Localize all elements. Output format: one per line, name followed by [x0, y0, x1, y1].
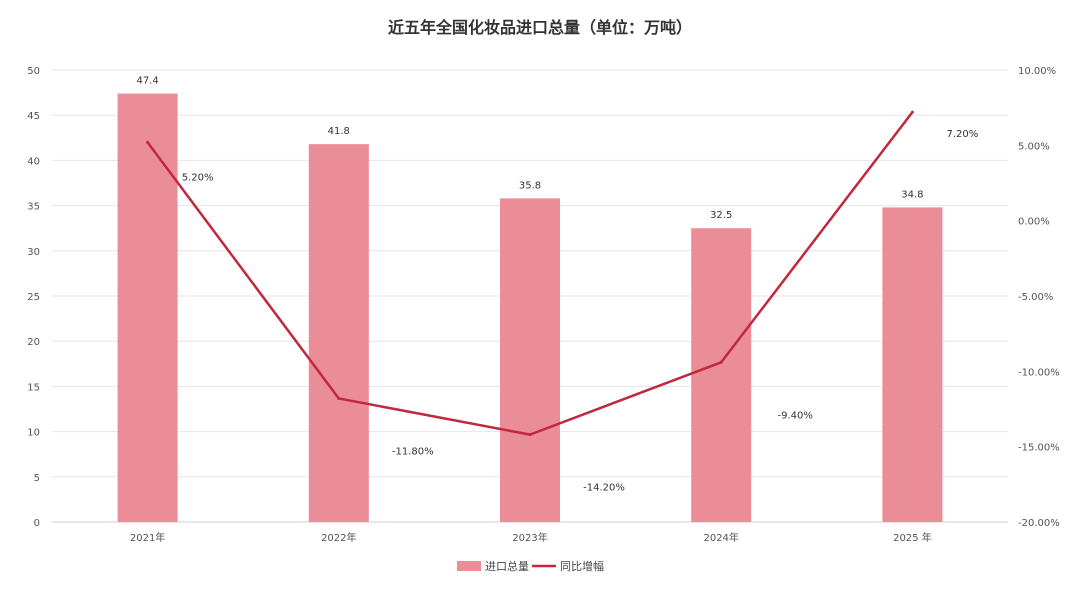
- bar-data-label: 32.5: [710, 210, 732, 221]
- y-left-tick-label: 35: [27, 202, 40, 213]
- y-left-tick-label: 5: [34, 473, 40, 484]
- line-point: [337, 396, 341, 400]
- y-left-tick-label: 25: [27, 292, 40, 303]
- x-tick-label: 2023年: [512, 531, 547, 544]
- legend-label-bar: 进口总量: [485, 559, 529, 573]
- line-data-label: 5.20%: [182, 172, 214, 183]
- legend-label-line: 同比增幅: [560, 559, 604, 573]
- y-left-tick-label: 20: [27, 337, 40, 348]
- y-axis-left: 0 5 10 15 20 25 30 35 40 45 50: [27, 66, 40, 529]
- bar: [308, 144, 369, 523]
- y-left-tick-label: 10: [27, 428, 40, 439]
- bar: [882, 207, 943, 522]
- y-left-tick-label: 15: [27, 382, 40, 393]
- line-point: [719, 360, 723, 364]
- y-right-tick-label: 0.00%: [1018, 217, 1050, 228]
- x-tick-label: 2024年: [703, 531, 738, 544]
- line-point: [528, 433, 532, 437]
- bar-data-label: 35.8: [519, 180, 541, 191]
- bar: [691, 228, 752, 522]
- y-right-tick-label: -15.00%: [1018, 443, 1060, 454]
- y-right-tick-label: -5.00%: [1018, 292, 1053, 303]
- x-tick-label: 2025 年: [893, 531, 932, 544]
- bar-data-label: 41.8: [328, 126, 350, 137]
- y-left-tick-label: 45: [27, 111, 40, 122]
- bar-data-label: 47.4: [136, 76, 158, 87]
- y-right-tick-label: -10.00%: [1018, 367, 1060, 378]
- line-point: [146, 140, 150, 144]
- line-series: [146, 110, 914, 437]
- line-point: [910, 110, 914, 114]
- x-tick-label: 2022年: [321, 531, 356, 544]
- x-axis: 2021年 2022年 2023年 2024年 2025 年: [130, 531, 932, 544]
- y-axis-right: -20.00% -15.00% -10.00% -5.00% 0.00% 5.00% 10.…: [1018, 66, 1060, 529]
- y-left-tick-label: 0: [34, 518, 40, 529]
- line-data-label: 7.20%: [947, 129, 979, 140]
- y-right-tick-label: 10.00%: [1018, 66, 1056, 77]
- line-data-label: -9.40%: [778, 410, 813, 421]
- chart-title: 近五年全国化妆品进口总量（单位：万吨）: [388, 18, 692, 37]
- y-left-tick-label: 30: [27, 247, 40, 258]
- data-labels: 47.4 41.8 35.8 32.5 34.8 5.20% -11.80% -14.20% -…: [136, 76, 978, 494]
- legend: 进口总量 同比增幅: [457, 559, 604, 573]
- y-right-tick-label: -20.00%: [1018, 518, 1060, 529]
- y-right-tick-label: 5.00%: [1018, 141, 1050, 152]
- x-tick-label: 2021年: [130, 531, 165, 544]
- bar: [117, 93, 178, 522]
- bar: [500, 198, 560, 523]
- y-left-tick-label: 50: [27, 66, 40, 77]
- bar-series: [117, 93, 943, 523]
- legend-swatch-bar: [457, 561, 481, 571]
- bar-data-label: 34.8: [901, 189, 923, 200]
- line-data-label: -14.20%: [583, 483, 625, 494]
- y-left-tick-label: 40: [27, 156, 40, 167]
- line-data-label: -11.80%: [392, 446, 434, 457]
